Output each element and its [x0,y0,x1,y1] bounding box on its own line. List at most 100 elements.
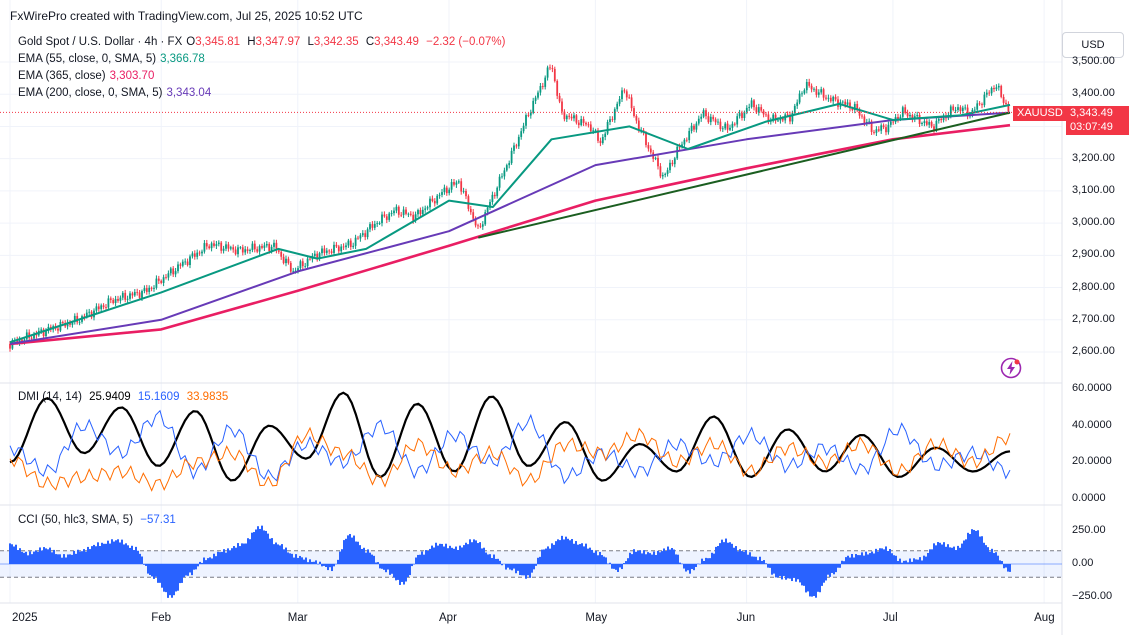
cci-bar [347,535,349,564]
symbol-label[interactable]: Gold Spot / U.S. Dollar · 4h · FX [18,36,183,48]
cci-bar [65,557,67,564]
cci-bar [187,564,189,576]
candle-body [678,146,681,148]
cci-bar [533,564,535,570]
ema365-label: EMA (365, close) [18,70,106,82]
candle-body [117,298,119,301]
cci-bar [123,544,125,564]
cci-bar [729,542,731,564]
cci-bar [311,561,313,564]
candle-body [925,121,928,125]
cci-bar [367,549,369,564]
cci-bar [165,564,167,593]
cci-bar [211,558,213,564]
candle-body [330,251,333,253]
candle-body [489,201,491,208]
cci-bar [339,551,341,564]
candle-body [810,85,813,90]
candle-body [990,87,993,94]
candle-body [954,110,957,111]
cci-bar [617,564,619,572]
cci-bar [147,564,149,574]
cci-bar [923,555,925,564]
cci-bar [785,564,787,580]
price-tick-label: 2,700.00 [1072,312,1115,325]
cci-bar [735,546,737,564]
candle-body [885,127,887,133]
cci-bar [487,554,489,564]
dmi-label: DMI (14, 14) [18,391,82,403]
candle-body [851,108,854,111]
candle-body [580,119,583,126]
watermark-header: FxWirePro created with TradingView.com, … [10,9,363,23]
cci-bar [869,553,871,564]
cci-bar [443,546,445,564]
cci-bar [13,546,15,564]
cci-bar [845,557,847,564]
cci-bar [655,555,657,564]
cci-bar [731,543,733,564]
candle-body [1005,102,1007,105]
candle-body [179,264,182,266]
cci-bar [843,561,845,564]
cci-bar [951,547,953,564]
cci-bar [253,532,255,564]
candle-body [774,114,777,121]
cci-bar [793,564,795,578]
price-tick-label: 3,500.00 [1072,55,1115,67]
cci-bar [195,564,197,570]
cci-bar [391,564,393,574]
candle-body [779,118,782,121]
dmi-line-plus-di [9,409,1011,485]
candle-body [796,102,799,106]
candle-body [873,131,875,133]
cci-bar [809,564,811,597]
cci-bar [687,564,689,571]
cci-bar [947,544,949,564]
candle-body [877,129,880,131]
dmi-plus-value: 15.1609 [137,391,180,403]
dmi-pane[interactable] [9,391,1011,492]
cci-bar [917,559,919,564]
cci-bar [805,564,807,593]
candle-body [673,158,676,165]
cci-bar [953,546,955,564]
ema55-legend[interactable]: EMA (55, close, 0, SMA, 5) 3,366.78 [18,53,209,65]
cci-bar [445,543,447,564]
time-tick-label: Aug [1034,612,1055,624]
cci-bar [677,554,679,564]
candle-body [846,102,849,105]
lightning-icon[interactable] [1000,357,1022,379]
candle-body [825,97,827,99]
candle-body [880,125,883,131]
cci-bar [437,545,439,564]
cci-pane[interactable] [0,525,1062,598]
cci-bar [969,534,971,564]
cci-bar [747,554,749,564]
price-tick-label: 3,200.00 [1072,151,1115,164]
dmi-legend[interactable]: DMI (14, 14) 25.9409 15.1609 33.9835 [18,391,232,403]
candle-body [534,97,537,101]
cci-bar [1003,564,1005,569]
candle-body [683,139,686,145]
cci-legend[interactable]: CCI (50, hlc3, SMA, 5) −57.31 [18,514,180,526]
candle-body [78,321,81,323]
cci-bar [27,555,29,564]
candle-body [174,271,177,275]
candle-body [729,127,731,130]
low-label: L [307,36,314,48]
dmi-tick-label: 0.0000 [1072,492,1106,504]
symbol-badge: XAUUSD [1013,106,1067,121]
cci-bar [455,546,457,564]
candle-body [402,209,405,215]
price-pane[interactable] [0,64,1062,352]
ema365-legend[interactable]: EMA (365, close) 3,303.70 [18,70,158,82]
candle-body [793,105,796,113]
cci-bar [79,551,81,564]
candle-body [109,298,112,300]
candle-body [803,90,806,94]
ema200-legend[interactable]: EMA (200, close, 0, SMA, 5) 3,343.04 [18,87,215,99]
candle-body [141,290,143,298]
currency-button[interactable]: USD [1062,32,1124,58]
